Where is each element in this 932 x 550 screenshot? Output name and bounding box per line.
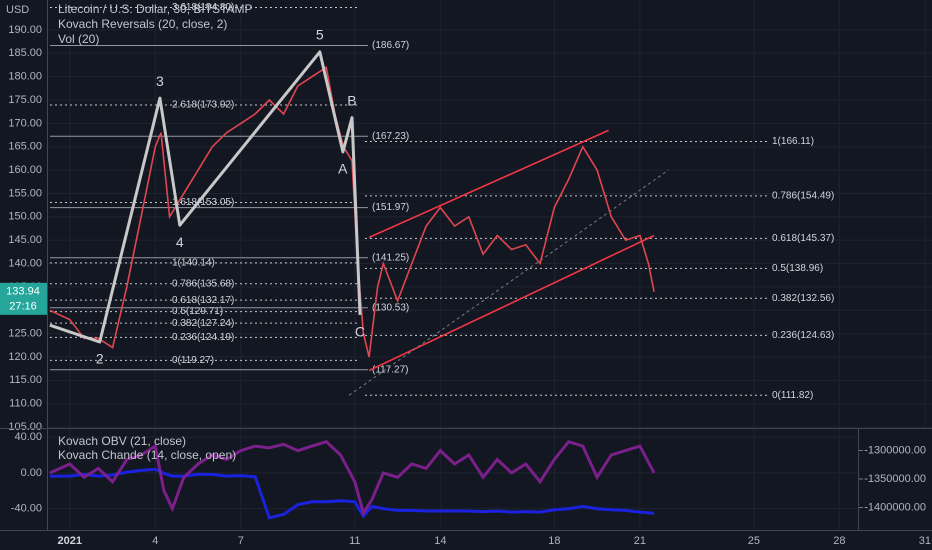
level-label: 1.618(153.05) xyxy=(172,197,234,208)
wave-label: A xyxy=(338,161,348,177)
x-tick-label: 4 xyxy=(152,535,158,547)
level-label: 0.618(145.37) xyxy=(772,233,834,244)
level-label: 0(111.82) xyxy=(772,390,813,401)
y-tick-label: 170.00 xyxy=(8,117,42,129)
wave-label: C xyxy=(355,324,365,340)
legend-entry: Kovach OBV (21, close) xyxy=(58,434,186,448)
y2-tick-label: -1400000.00 xyxy=(864,501,926,513)
legend-indicator: Vol (20) xyxy=(58,32,99,46)
level-label: 0.5(129.71) xyxy=(172,306,223,317)
level-label: (186.67) xyxy=(372,40,409,51)
y-tick-label: 120.00 xyxy=(8,351,42,363)
y-tick-label: 110.00 xyxy=(9,398,42,410)
trendline xyxy=(368,234,655,372)
level-label: 0.382(132.56) xyxy=(772,293,834,304)
lower-pane xyxy=(47,428,858,530)
level-label: 0.786(135.68) xyxy=(172,278,234,289)
price-tag-label: 133.94 xyxy=(6,286,40,298)
level-label: 3.618(194.80) xyxy=(172,2,234,13)
wave-label: B xyxy=(347,92,356,108)
level-label: (130.53) xyxy=(372,302,409,313)
x-tick-label: 28 xyxy=(833,535,845,547)
countdown: 27:16 xyxy=(9,301,37,313)
level-label: 0.236(124.19) xyxy=(172,332,234,343)
legend-title: Litecoin / U.S. Dollar, 30, BITSTAMP xyxy=(58,2,253,16)
wave-label: 2 xyxy=(96,351,104,367)
x-tick-label: 14 xyxy=(434,535,446,547)
trendline xyxy=(368,129,609,239)
y-tick-label: 115.00 xyxy=(9,374,42,386)
trendline xyxy=(348,169,669,396)
x-tick-label: 11 xyxy=(349,535,360,547)
y-tick-label: 155.00 xyxy=(8,187,42,199)
x-tick-label: 18 xyxy=(548,535,560,547)
y-tick-label: 40.00 xyxy=(14,431,42,443)
x-tick-label: 2021 xyxy=(58,535,82,547)
level-label: 0.236(124.63) xyxy=(772,330,834,341)
level-label: 0.5(138.96) xyxy=(772,263,823,274)
x-tick-label: 25 xyxy=(748,535,760,547)
wave-line xyxy=(49,50,362,344)
y-tick-label: 0.00 xyxy=(21,467,42,479)
price-tag xyxy=(0,282,47,315)
y-tick-label: -40.00 xyxy=(11,502,42,514)
main-pane: 3.618(194.80) 2.618(173.92) 1.618(153.05) 1… xyxy=(47,0,932,428)
y-tick-label: 105.00 xyxy=(8,421,42,433)
y-tick-label: 145.00 xyxy=(8,234,42,246)
wave-label: 3 xyxy=(156,73,164,89)
currency: USD xyxy=(6,4,29,16)
x-tick-label: 21 xyxy=(634,535,646,547)
level-label: 0.618(132.17) xyxy=(172,295,234,306)
y-tick-label: 140.00 xyxy=(8,257,42,269)
y-tick-label: 175.00 xyxy=(8,94,42,106)
wave-label: 5 xyxy=(316,27,324,43)
level-label: 0.382(127.24) xyxy=(172,318,234,329)
y-tick-label: 180.00 xyxy=(8,71,42,83)
series-line xyxy=(49,439,656,517)
y-tick-label: 125.00 xyxy=(8,328,42,340)
legend-entry: Kovach Chande (14, close, open) xyxy=(58,448,236,462)
y2-tick-label: -1300000.00 xyxy=(864,444,926,456)
level-label: 1(166.11) xyxy=(772,136,814,147)
level-label: 0.786(154.49) xyxy=(772,190,834,201)
series-line xyxy=(49,467,655,520)
level-label: (117.27) xyxy=(372,364,409,375)
y2-tick-label: -1350000.00 xyxy=(864,473,926,485)
level-label: (141.25) xyxy=(372,252,409,263)
x-tick-label: 7 xyxy=(238,535,244,547)
wave-label: 4 xyxy=(176,234,184,250)
level-label: 0(119.27) xyxy=(172,355,214,366)
level-label: (167.23) xyxy=(372,131,409,142)
y-tick-label: 160.00 xyxy=(8,164,42,176)
level-label: 1(140.14) xyxy=(172,258,215,269)
level-label: 2.618(173.92) xyxy=(172,100,234,111)
level-label: (151.97) xyxy=(372,202,409,213)
x-tick-label: 31 xyxy=(919,535,931,547)
y-tick-label: 185.00 xyxy=(8,47,42,59)
legend-indicator: Kovach Reversals (20, close, 2) xyxy=(58,17,227,31)
y-tick-label: 190.00 xyxy=(8,24,42,36)
y-tick-label: 150.00 xyxy=(8,211,42,223)
axes: 2021 4 7 11 14 18 21 25 28 31105.00110.00115.0012… xyxy=(0,24,931,547)
y-tick-label: 165.00 xyxy=(8,141,42,153)
